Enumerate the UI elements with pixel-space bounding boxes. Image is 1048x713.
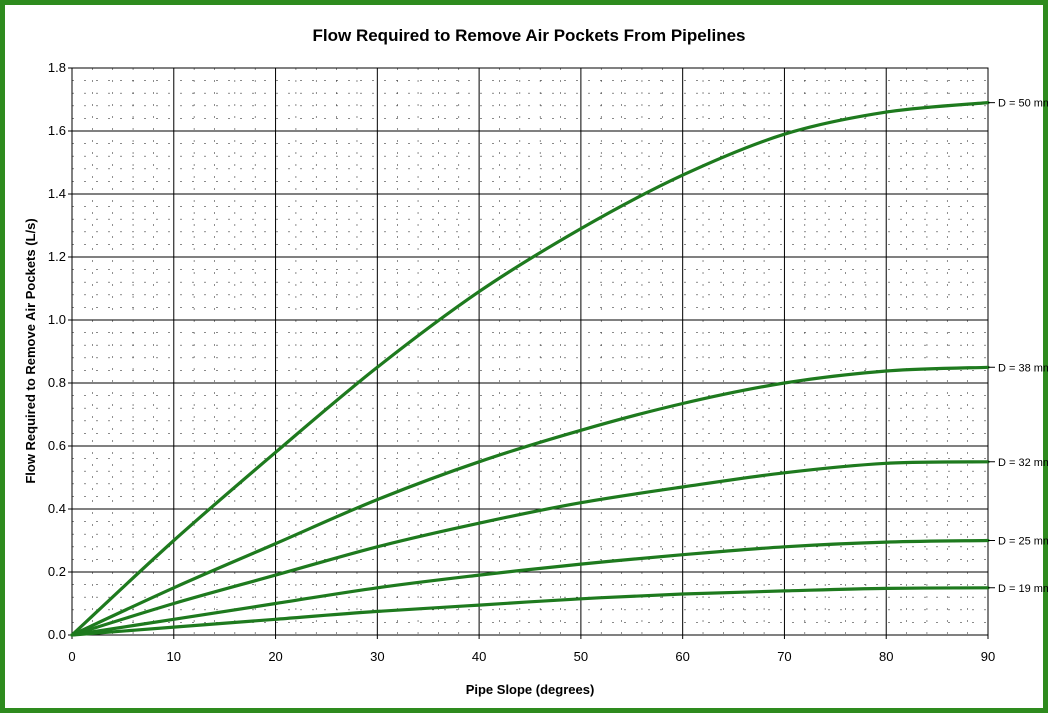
series-line-d-50-mm (70, 101, 990, 637)
series-labels: D = 50 mm D = 38 mm D = 32 mm D = 25 mm D = … (988, 98, 1048, 595)
y-tick-label: 1.8 (48, 60, 66, 75)
x-axis-ticks: 0 10 20 30 40 50 60 70 80 90 (68, 635, 995, 664)
x-tick-label: 10 (167, 649, 181, 664)
y-tick-label: 0.4 (48, 501, 66, 516)
y-tick-label: 1.6 (48, 123, 66, 138)
series-label-d-50-mm: D = 50 mm (998, 98, 1048, 110)
series-lines (70, 101, 990, 637)
y-tick-label: 0.2 (48, 564, 66, 579)
series-label-d-38-mm: D = 38 mm (998, 362, 1048, 374)
series-label-d-32-mm: D = 32 mm (998, 457, 1048, 469)
y-tick-label: 0.0 (48, 627, 66, 642)
series-line-d-38-mm (70, 365, 990, 637)
y-axis-ticks: 0.0 0.2 0.4 0.6 0.8 1.0 1.2 1.4 1.6 1.8 (48, 60, 72, 642)
x-tick-label: 30 (370, 649, 384, 664)
y-tick-label: 1.0 (48, 312, 66, 327)
x-axis-label: Pipe Slope (degrees) (466, 682, 595, 697)
series-line-d-19-mm (70, 586, 990, 637)
x-tick-label: 80 (879, 649, 893, 664)
x-tick-label: 60 (675, 649, 689, 664)
chart-title: Flow Required to Remove Air Pockets From… (313, 26, 746, 45)
x-tick-label: 0 (68, 649, 75, 664)
series-label-d-25-mm: D = 25 mm (998, 536, 1048, 548)
minor-grid (72, 68, 988, 635)
y-tick-label: 1.2 (48, 249, 66, 264)
y-tick-label: 1.4 (48, 186, 66, 201)
series-label-d-19-mm: D = 19 mm (998, 583, 1048, 595)
major-grid (72, 68, 988, 635)
series-line-d-32-mm (70, 460, 990, 637)
x-tick-label: 90 (981, 649, 995, 664)
series-line-d-25-mm (70, 538, 990, 637)
plot-area (72, 68, 988, 635)
y-axis-label: Flow Required to Remove Air Pockets (L/s… (23, 218, 38, 483)
x-tick-label: 20 (268, 649, 282, 664)
y-tick-label: 0.8 (48, 375, 66, 390)
x-tick-label: 70 (777, 649, 791, 664)
x-tick-label: 40 (472, 649, 486, 664)
x-tick-label: 50 (574, 649, 588, 664)
y-tick-label: 0.6 (48, 438, 66, 453)
plot-border (71, 67, 989, 636)
